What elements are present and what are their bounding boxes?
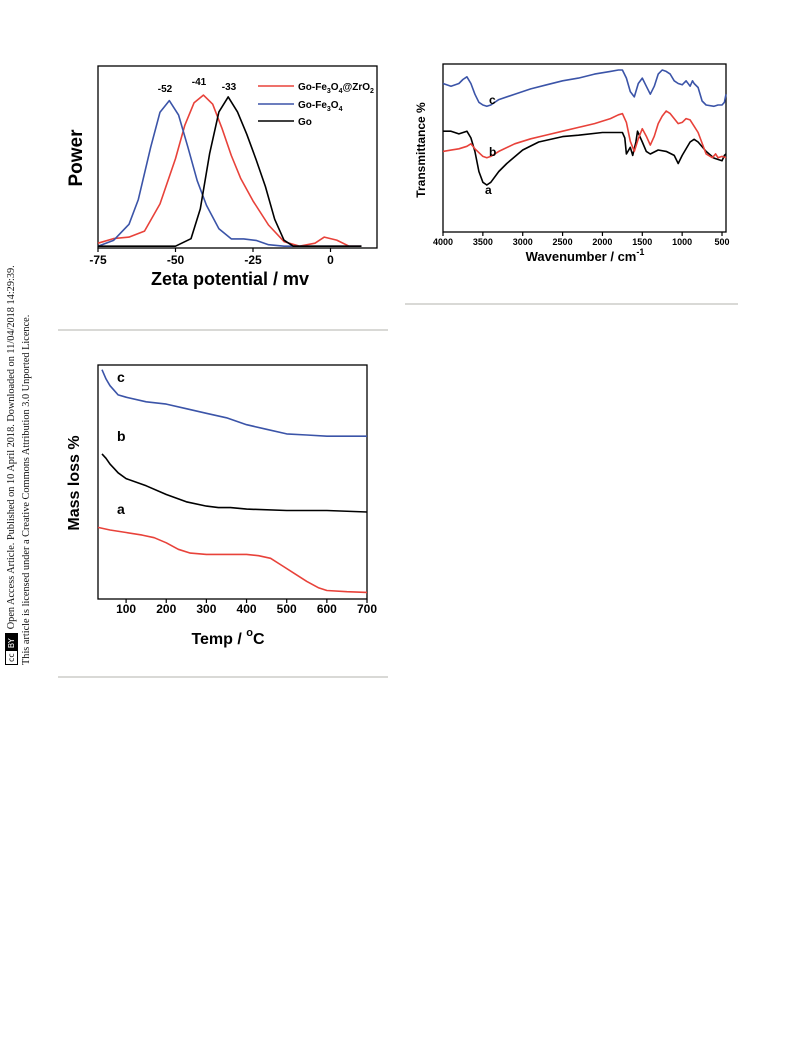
ftir-series-b xyxy=(442,110,727,159)
ftir-x-tick-label: 3500 xyxy=(473,237,493,247)
tga-x-tick-label: 600 xyxy=(317,602,337,616)
ftir-series-a xyxy=(443,130,727,186)
ftir-x-axis-label: Wavenumber / cm-1 xyxy=(526,247,645,264)
ftir-x-tick-label: 1000 xyxy=(672,237,692,247)
by-badge-label: BY xyxy=(6,634,18,652)
ftir-curve-label-a: a xyxy=(485,183,492,197)
tga-series-b xyxy=(101,453,368,513)
tga-x-tick-label: 100 xyxy=(116,602,136,616)
cc-badge-label: cc xyxy=(7,653,17,662)
ftir-x-tick-label: 2000 xyxy=(592,237,612,247)
ftir-plot-frame xyxy=(442,63,727,233)
licence-text: ccBY Open Access Article. Published on 10… xyxy=(4,195,38,665)
figure-divider-2 xyxy=(405,303,738,305)
ftir-curve-label-b: b xyxy=(489,145,496,159)
published-note: Open Access Article. Published on 10 Apr… xyxy=(6,265,17,630)
zeta-peak-label-3: -33 xyxy=(222,82,237,93)
zeta-x-axis-label: Zeta potential / mv xyxy=(151,269,309,289)
ftir-y-axis-label: Transmittance % xyxy=(414,102,428,198)
licence-sidebar: ccBY Open Access Article. Published on 10… xyxy=(4,195,38,665)
tga-curves xyxy=(97,369,368,594)
tga-x-axis-label: Temp / oC xyxy=(191,627,265,648)
zeta-series-go-fe3o4-zro2 xyxy=(97,94,362,247)
cc-by-badge[interactable]: ccBY xyxy=(5,633,19,665)
zeta-curves xyxy=(97,94,362,247)
tga-plot-frame xyxy=(97,364,368,600)
tga-x-tick-label: 500 xyxy=(277,602,297,616)
tga-series-a xyxy=(97,526,368,594)
tga-x-tick-label: 200 xyxy=(156,602,176,616)
zeta-peak-label-2: -41 xyxy=(192,77,207,88)
tga-x-ticks: 100 200 300 400 500 600 700 xyxy=(116,599,377,616)
legend-label-go-fe3o4: Go-Fe3O4 xyxy=(298,100,343,113)
ftir-curves xyxy=(442,69,727,186)
ftir-x-tick-label: 3000 xyxy=(513,237,533,247)
figure-divider-3 xyxy=(58,676,388,678)
tga-curve-label-a: a xyxy=(117,501,125,517)
ftir-series-c xyxy=(442,69,727,108)
zeta-potential-chart: -75 -50 -25 0 -52 -41 -33 Go-Fe3O4@ZrO2 Go-… xyxy=(66,65,378,289)
tga-series-c xyxy=(101,369,367,437)
tga-x-tick-label: 300 xyxy=(196,602,216,616)
tga-x-tick-label: 400 xyxy=(237,602,257,616)
zeta-y-axis-label: Power xyxy=(66,129,87,187)
figure-divider-1 xyxy=(58,329,388,331)
zeta-series-go-fe3o4 xyxy=(97,99,362,247)
ftir-curve-label-c: c xyxy=(489,93,496,107)
tga-curve-label-c: c xyxy=(117,369,125,385)
tga-chart: 100 200 300 400 500 600 700 c b a Mass loss % … xyxy=(66,364,377,648)
zeta-series-go xyxy=(98,96,362,247)
ftir-chart: 4000 3500 3000 2500 2000 1500 1000 500 c b a Tr… xyxy=(414,63,730,264)
tga-y-axis-label: Mass loss % xyxy=(66,435,83,530)
ftir-x-tick-label: 4000 xyxy=(433,237,453,247)
legend-label-go-fe3o4-zro2: Go-Fe3O4@ZrO2 xyxy=(298,82,374,95)
zeta-x-tick-label: -25 xyxy=(244,253,262,267)
tga-curve-label-b: b xyxy=(117,428,126,444)
zeta-legend: Go-Fe3O4@ZrO2 Go-Fe3O4 Go xyxy=(258,82,374,128)
zeta-peak-label-1: -52 xyxy=(158,84,173,95)
licence-line-1: ccBY Open Access Article. Published on 10… xyxy=(4,195,19,665)
zeta-x-tick-label: -75 xyxy=(89,253,107,267)
zeta-x-ticks: -75 -50 -25 0 xyxy=(89,248,334,267)
zeta-plot-frame xyxy=(97,65,378,249)
licence-line-2[interactable]: This article is licensed under a Creativ… xyxy=(21,314,32,665)
ftir-x-tick-label: 1500 xyxy=(632,237,652,247)
tga-x-tick-label: 700 xyxy=(357,602,377,616)
zeta-x-tick-label: 0 xyxy=(327,253,334,267)
ftir-x-ticks: 4000 3500 3000 2500 2000 1500 1000 500 xyxy=(433,232,730,247)
legend-label-go: Go xyxy=(298,117,312,128)
zeta-x-tick-label: -50 xyxy=(167,253,185,267)
ftir-x-tick-label: 2500 xyxy=(553,237,573,247)
ftir-x-tick-label: 500 xyxy=(714,237,729,247)
